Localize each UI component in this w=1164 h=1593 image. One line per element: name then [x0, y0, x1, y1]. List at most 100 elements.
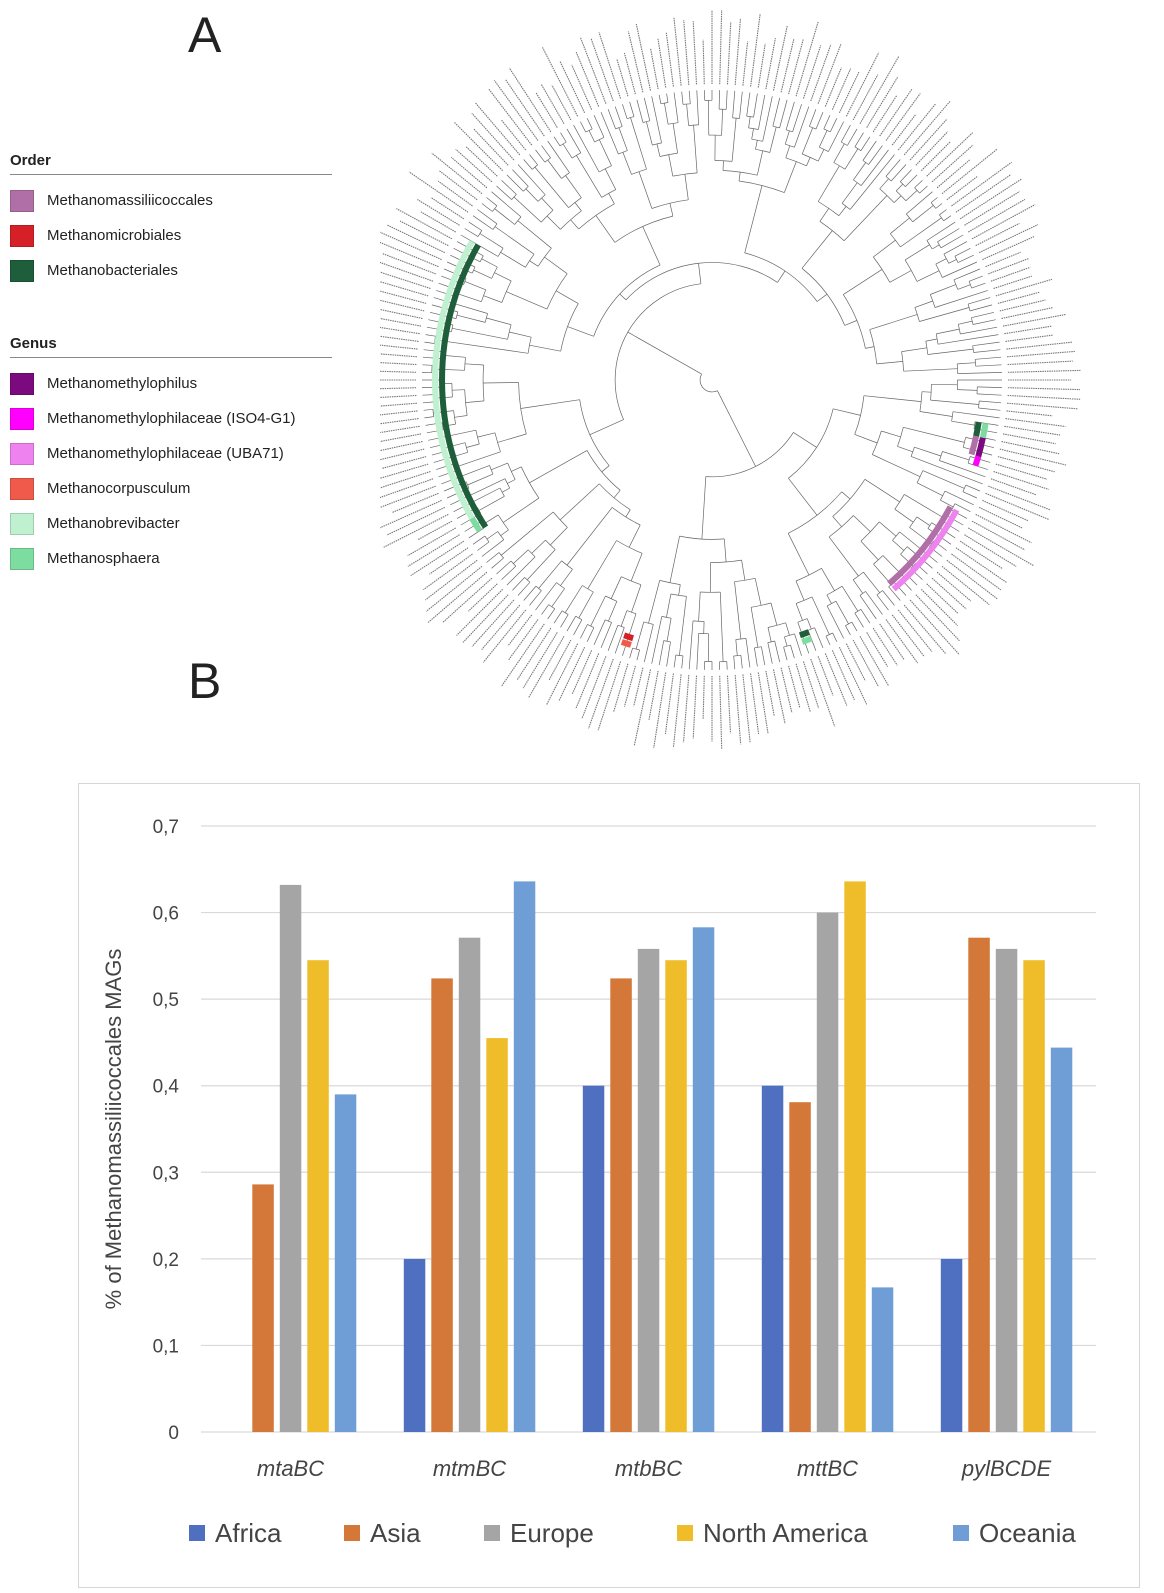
tip-label — [1007, 369, 1081, 373]
bar-africa — [940, 1258, 963, 1432]
tree-branch — [930, 399, 979, 405]
clade-strip — [801, 635, 813, 645]
tip-labels — [380, 10, 1081, 749]
tip-label — [985, 251, 1021, 268]
tree-branch — [828, 121, 845, 152]
tree-branch — [595, 215, 616, 243]
tree-branch — [673, 654, 677, 668]
tree-branch — [754, 578, 762, 606]
tree-branch — [890, 164, 907, 182]
tree-arc — [825, 632, 833, 637]
tree-branch — [901, 347, 927, 352]
tree-branch — [560, 132, 567, 143]
tip-label — [386, 506, 446, 536]
tip-label — [380, 308, 423, 320]
tree-arc — [962, 437, 966, 448]
tip-label — [982, 499, 1029, 522]
tree-branch — [948, 259, 957, 264]
genus-legend-item: Methanobrevibacter — [10, 506, 332, 541]
tree-branch — [939, 209, 947, 216]
tree-arc — [575, 615, 583, 621]
tip-label — [866, 76, 899, 128]
clade-strip — [973, 421, 982, 437]
tree-branch — [841, 586, 859, 612]
tip-label — [1002, 313, 1067, 327]
tip-label — [471, 599, 515, 647]
tip-label — [522, 632, 558, 689]
tree-branch — [424, 416, 434, 419]
tip-label — [885, 93, 921, 141]
tree-branch — [656, 143, 661, 157]
tip-label — [427, 571, 488, 623]
tip-label — [380, 335, 419, 342]
tree-branch — [638, 171, 653, 209]
tree-branch — [526, 549, 556, 581]
bar-oceania — [1050, 1047, 1073, 1432]
tip-label — [915, 131, 949, 166]
tree-branch — [535, 582, 557, 611]
tree-arc — [925, 341, 929, 355]
tip-label — [417, 199, 460, 226]
tree-branch — [897, 446, 913, 453]
tree-branch — [628, 524, 641, 548]
tree-branch — [479, 233, 504, 249]
tree-branch — [588, 130, 595, 143]
tree-branch — [620, 610, 628, 627]
tree-branch — [864, 479, 900, 503]
tree-branch — [942, 261, 978, 278]
tip-label — [964, 191, 1020, 226]
tip-label — [380, 231, 442, 261]
tree-branch — [648, 580, 661, 624]
legend-swatch — [484, 1525, 500, 1541]
tree-branch — [445, 355, 466, 358]
bar-africa — [403, 1258, 426, 1432]
tree-arc — [611, 507, 641, 526]
x-tick-label: mttBC — [797, 1456, 858, 1481]
clade-strip — [979, 422, 989, 439]
tree-branch — [753, 93, 758, 118]
tree-branch — [550, 527, 568, 546]
tree-branch — [425, 334, 436, 337]
bar-chart-panel: 0 0,1 0,2 0,3 0,4 0,5 0,6 0,7 % of Methanomassil… — [78, 783, 1140, 1588]
x-tick-label: mtbBC — [615, 1456, 682, 1481]
tree-branch — [517, 164, 546, 195]
tree-branch — [806, 157, 811, 166]
tip-label — [1007, 360, 1073, 366]
genus-legend-label: Methanomethylophilaceae (UBA71) — [47, 445, 284, 462]
tip-label — [997, 456, 1055, 473]
tree-branch — [507, 479, 516, 484]
y-tick-label: 0 — [168, 1423, 179, 1444]
tip-label — [909, 599, 960, 655]
tip-label — [383, 513, 449, 548]
tree-branch — [815, 111, 824, 130]
tree-branch — [465, 400, 485, 403]
tip-label — [380, 485, 436, 509]
tree-branch — [598, 139, 612, 166]
tree-branch — [619, 293, 627, 301]
tree-branch — [472, 215, 494, 230]
genus-legend-title: Genus — [10, 335, 332, 358]
tree-branch — [506, 556, 536, 586]
tip-label — [482, 609, 527, 663]
tip-label — [673, 17, 682, 86]
tip-label — [407, 527, 456, 557]
tree-branch — [954, 247, 971, 257]
tree-branch — [916, 516, 930, 526]
tree-branch — [801, 230, 833, 269]
genus-swatch — [10, 477, 34, 500]
tree-branch — [513, 196, 542, 223]
tree-branch — [951, 420, 975, 426]
panel-a-letter: A — [188, 7, 222, 63]
tip-label — [380, 326, 420, 335]
tip-label — [548, 639, 572, 681]
tree-arc — [586, 450, 621, 491]
tree-branch — [560, 569, 573, 586]
tree-branch — [630, 117, 647, 170]
tree-branch — [869, 314, 918, 330]
tree-branch — [562, 143, 573, 159]
tree-branch — [914, 446, 942, 457]
tree-branch — [935, 203, 943, 209]
tip-label — [380, 425, 420, 434]
tree-arc — [471, 266, 476, 274]
tree-arc — [484, 313, 488, 323]
